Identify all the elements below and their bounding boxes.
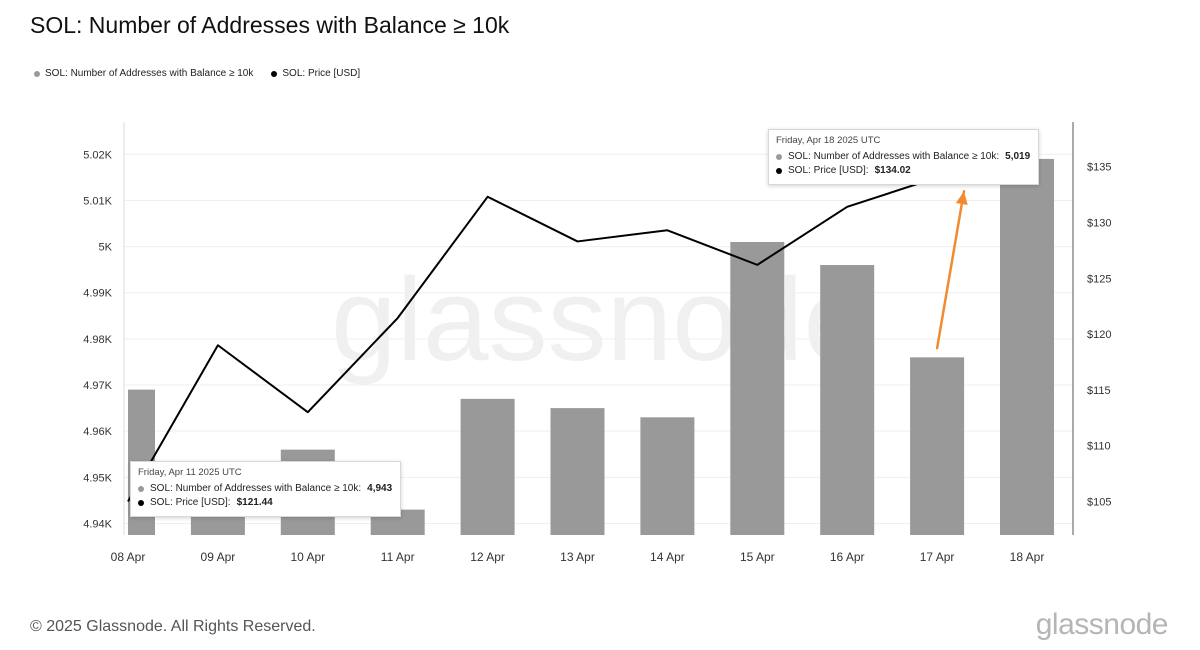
- tooltip-label: SOL: Price [USD]:: [788, 165, 869, 176]
- y-left-tick-label: 4.97K: [83, 380, 112, 392]
- tooltip-apr-18: Friday, Apr 18 2025 UTC SOL: Number of A…: [768, 129, 1040, 185]
- legend-dot-price: [271, 70, 278, 77]
- chart-title: SOL: Number of Addresses with Balance ≥ …: [30, 12, 510, 38]
- x-tick-label: 17 Apr: [920, 550, 955, 564]
- y-left-tick-label: 4.98K: [83, 334, 112, 346]
- x-tick-label: 13 Apr: [560, 550, 595, 564]
- x-tick-label: 09 Apr: [201, 550, 236, 564]
- footer-copyright: © 2025 Glassnode. All Rights Reserved.: [30, 618, 316, 635]
- y-right-tick-label: $110: [1087, 441, 1111, 453]
- legend-item-price[interactable]: SOL: Price [USD]: [271, 68, 360, 79]
- tooltip-value: $134.02: [874, 165, 911, 176]
- glassnode-logo: glassnode: [1035, 608, 1169, 641]
- tooltip-apr-11: Friday, Apr 11 2025 UTC SOL: Number of A…: [130, 461, 402, 517]
- y-right-tick-label: $135: [1087, 162, 1111, 174]
- chart-legend: SOL: Number of Addresses with Balance ≥ …: [34, 68, 360, 79]
- bar-18-apr: [1000, 158, 1054, 535]
- y-left-tick-label: 4.96K: [83, 426, 112, 438]
- legend-dot-addresses: [34, 70, 40, 77]
- x-tick-label: 18 Apr: [1010, 550, 1045, 564]
- y-left-tick-label: 5.02K: [83, 149, 112, 161]
- tooltip-value: $121.44: [236, 497, 273, 508]
- legend-item-addresses[interactable]: SOL: Number of Addresses with Balance ≥ …: [34, 68, 253, 79]
- y-left-tick-label: 4.99K: [83, 288, 112, 300]
- bar-14-apr: [640, 417, 695, 535]
- x-tick-label: 15 Apr: [740, 550, 775, 564]
- tooltip-label: SOL: Price [USD]:: [150, 497, 231, 508]
- annotation-arrow-head: [955, 191, 968, 206]
- tooltip-dot-price: [776, 168, 782, 175]
- y-left-tick-label: 4.95K: [83, 472, 112, 484]
- tooltip-value: 5,019: [1005, 150, 1031, 162]
- tooltip-row-price: SOL: Price [USD]: $121.44: [138, 496, 392, 511]
- tooltip-dot-addresses: [138, 485, 144, 492]
- legend-label-price: SOL: Price [USD]: [282, 68, 361, 79]
- tooltip-label: SOL: Number of Addresses with Balance ≥ …: [788, 150, 1000, 162]
- tooltip-date: Friday, Apr 11 2025 UTC: [138, 467, 242, 478]
- bar-17-apr: [910, 357, 965, 535]
- y-right-tick-label: $115: [1087, 385, 1111, 397]
- chart-canvas: glassnode 4.94K 4.95K 4.96K 4.97K 4.98K 4.99K 5…: [83, 122, 1111, 564]
- x-tick-label: 12 Apr: [470, 550, 505, 564]
- tooltip-date: Friday, Apr 18 2025 UTC: [776, 135, 881, 146]
- tooltip-value: 4,943: [367, 482, 393, 494]
- y-left-tick-label: 5K: [99, 242, 113, 254]
- tooltip-dot-price: [138, 500, 144, 507]
- y-left-tick-label: 5.01K: [83, 195, 112, 207]
- y-right-tick-label: $130: [1087, 217, 1111, 229]
- y-right-tick-label: $105: [1087, 497, 1111, 509]
- x-tick-label: 11 Apr: [381, 550, 415, 564]
- tooltip-dot-addresses: [776, 153, 782, 160]
- tooltip-row-addresses: SOL: Number of Addresses with Balance ≥ …: [776, 150, 1030, 165]
- watermark: glassnode: [331, 254, 869, 386]
- tooltip-row-addresses: SOL: Number of Addresses with Balance ≥ …: [138, 482, 392, 497]
- y-right-tick-label: $125: [1087, 273, 1111, 285]
- price-line: [127, 171, 987, 503]
- bar-12-apr: [460, 398, 515, 535]
- bar-16-apr: [820, 265, 875, 535]
- tooltip-row-price: SOL: Price [USD]: $134.02: [776, 164, 1030, 179]
- y-right-tick-label: $120: [1087, 329, 1111, 341]
- bar-15-apr: [730, 241, 785, 535]
- x-tick-label: 16 Apr: [830, 550, 865, 564]
- x-tick-label: 14 Apr: [650, 550, 685, 564]
- x-tick-label: 10 Apr: [290, 550, 325, 564]
- bar-13-apr: [550, 408, 605, 535]
- annotation-arrow-shaft: [935, 189, 966, 350]
- y-left-tick-label: 4.94K: [83, 518, 112, 530]
- tooltip-label: SOL: Number of Addresses with Balance ≥ …: [150, 482, 362, 494]
- legend-label-addresses: SOL: Number of Addresses with Balance ≥ …: [45, 68, 254, 79]
- x-tick-label: 08 Apr: [111, 550, 146, 564]
